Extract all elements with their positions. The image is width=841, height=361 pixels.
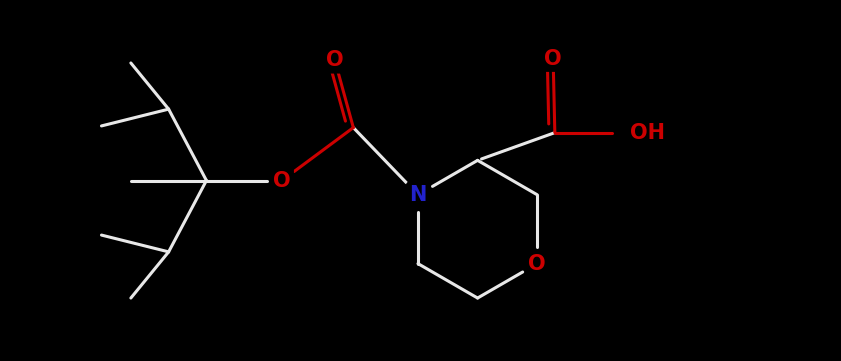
Text: O: O <box>326 51 344 70</box>
Text: OH: OH <box>631 123 665 143</box>
Text: O: O <box>273 170 291 191</box>
Text: O: O <box>544 49 562 69</box>
Text: N: N <box>410 185 426 205</box>
Text: O: O <box>528 254 546 274</box>
